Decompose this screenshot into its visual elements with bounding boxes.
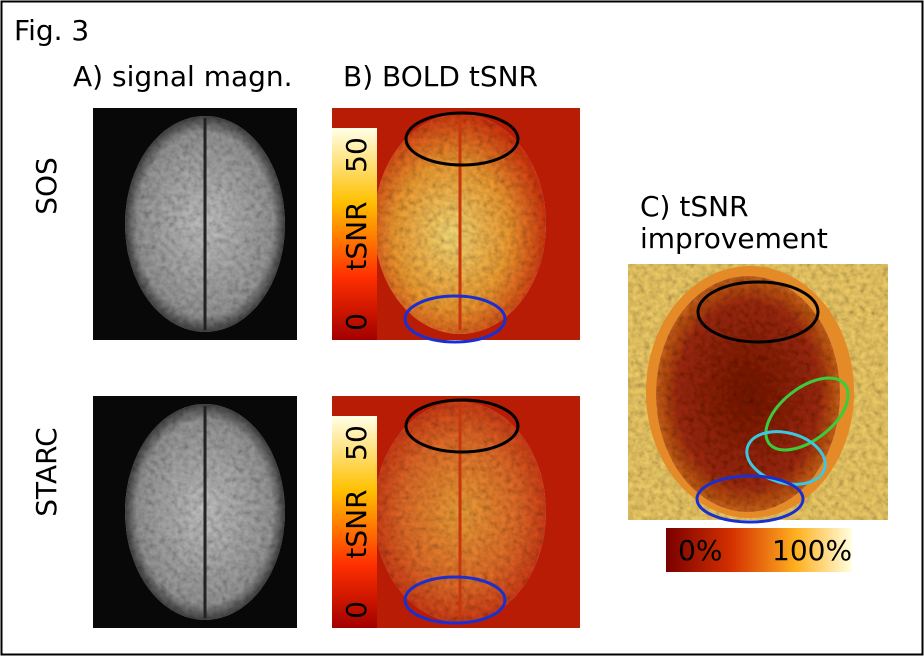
magnitude-image xyxy=(93,108,297,340)
row-label: SOS xyxy=(30,157,63,215)
colorbar-label: tSNR xyxy=(340,489,373,558)
column-title: A) signal magn. xyxy=(73,60,293,93)
colorbar-tick: 50 xyxy=(340,425,373,461)
row-label: STARC xyxy=(30,427,63,516)
improvement-map: 0% 100% xyxy=(628,264,888,572)
colorbar-tick: 0 xyxy=(340,313,373,331)
magnitude-image xyxy=(93,396,297,628)
fig-label: Fig. 3 xyxy=(14,14,89,47)
column-title: B) BOLD tSNR xyxy=(343,60,538,93)
column-title: C) tSNR xyxy=(640,190,749,223)
colorbar-tick: 50 xyxy=(340,137,373,173)
tsnr-map: 50 tSNR 0 xyxy=(332,108,580,344)
colorbar-tick: 0 xyxy=(340,601,373,619)
colorbar-tick: 100% xyxy=(772,534,852,567)
tsnr-map: 50 tSNR 0 xyxy=(332,396,580,628)
column-title: improvement xyxy=(640,222,828,255)
colorbar-tick: 0% xyxy=(678,534,722,567)
colorbar-label: tSNR xyxy=(340,201,373,270)
